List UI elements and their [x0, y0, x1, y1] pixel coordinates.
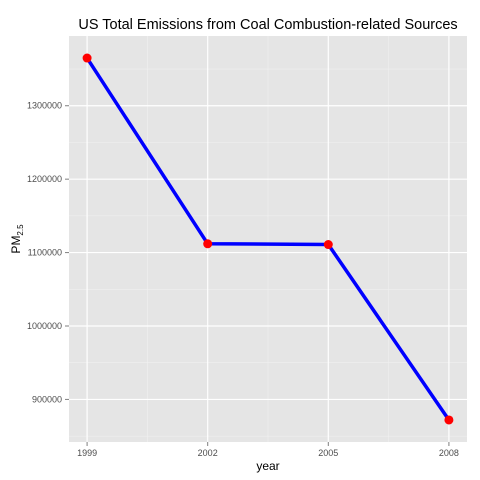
y-tick-label: 900000 — [32, 394, 62, 404]
y-tick-label: 1200000 — [27, 174, 62, 184]
chart-title: US Total Emissions from Coal Combustion-… — [78, 17, 457, 33]
y-axis-title-subscript: 2.5 — [16, 224, 25, 236]
y-axis-ticks: 900000 1000000 1100000 1200000 1300000 — [27, 101, 69, 404]
data-point — [323, 240, 333, 250]
data-point — [444, 415, 454, 425]
y-tick-label: 1100000 — [28, 248, 62, 258]
minor-gridlines — [69, 36, 467, 442]
x-tick-label: 2002 — [198, 448, 218, 458]
x-axis-title: year — [256, 459, 279, 473]
y-tick-label: 1300000 — [27, 101, 62, 111]
series-layer — [85, 57, 451, 421]
x-axis-ticks: 1999 2002 2005 2008 — [77, 442, 459, 458]
x-tick-label: 1999 — [77, 448, 97, 458]
major-gridlines — [69, 36, 467, 442]
data-point — [203, 239, 213, 249]
x-tick-label: 2008 — [439, 448, 459, 458]
data-point — [82, 53, 92, 63]
points-layer — [82, 53, 454, 425]
x-tick-label: 2005 — [318, 448, 338, 458]
y-axis-title-base: PM — [9, 236, 23, 254]
y-axis-title: PM2.5 — [9, 224, 25, 254]
series-line — [85, 57, 451, 421]
y-tick-label: 1000000 — [27, 321, 62, 331]
